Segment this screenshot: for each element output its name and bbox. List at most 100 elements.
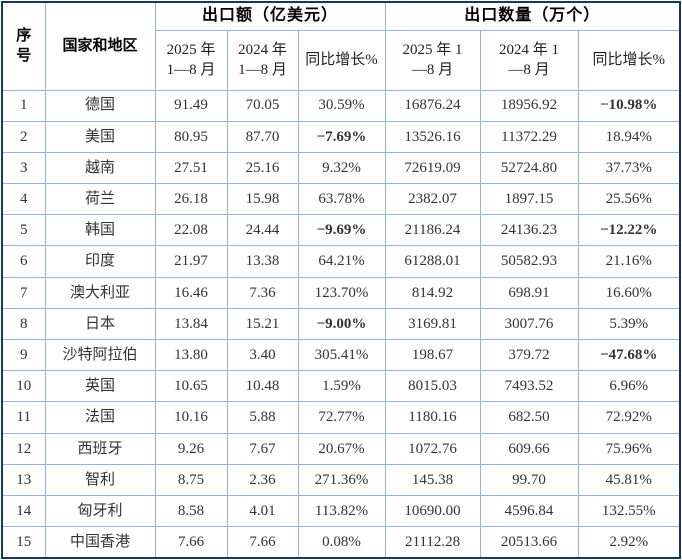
country-cell: 西班牙 xyxy=(44,432,156,465)
qty-2025-cell: 10690.00 xyxy=(384,494,481,528)
header-value-growth: 同比增长% xyxy=(297,29,386,91)
value-growth-cell: −9.00% xyxy=(297,307,386,341)
value-2024-cell: 5.88 xyxy=(226,401,299,434)
header-group-export-quantity: 出口数量（万个） xyxy=(384,1,681,31)
value-2025-cell: 10.16 xyxy=(154,401,228,434)
country-cell: 韩国 xyxy=(44,214,156,247)
table-body: 1 德国 91.49 70.05 30.59% 16876.24 18956.9… xyxy=(1,89,681,559)
value-2024-cell: 7.36 xyxy=(226,276,299,309)
table-row: 5 韩国 22.08 24.44 −9.69% 21186.24 24136.2… xyxy=(1,214,681,247)
value-growth-cell: −7.69% xyxy=(297,120,386,153)
qty-2024-cell: 698.91 xyxy=(479,276,579,309)
value-2025-cell: 80.95 xyxy=(154,120,228,153)
qty-2024-cell: 24136.23 xyxy=(479,214,579,247)
serial-cell: 9 xyxy=(1,338,46,372)
serial-cell: 6 xyxy=(1,245,46,278)
country-cell: 美国 xyxy=(44,120,156,153)
value-2025-cell: 22.08 xyxy=(154,214,228,247)
qty-2025-cell: 1180.16 xyxy=(384,401,481,434)
serial-cell: 14 xyxy=(1,494,46,528)
value-2025-cell: 13.84 xyxy=(154,307,228,341)
header-group-export-value: 出口额（亿美元） xyxy=(154,1,386,31)
value-2024-cell: 15.98 xyxy=(226,183,299,216)
value-growth-cell: 9.32% xyxy=(297,151,386,185)
qty-2024-cell: 11372.29 xyxy=(479,120,579,153)
qty-2024-cell: 609.66 xyxy=(479,432,579,465)
header-value-2025: 2025 年 1—8 月 xyxy=(154,29,228,91)
table-row: 7 澳大利亚 16.46 7.36 123.70% 814.92 698.91 … xyxy=(1,276,681,309)
qty-growth-cell: 25.56% xyxy=(577,183,681,216)
qty-growth-cell: −12.22% xyxy=(577,214,681,247)
country-cell: 智利 xyxy=(44,463,156,496)
value-2025-cell: 9.26 xyxy=(154,432,228,465)
value-growth-cell: 305.41% xyxy=(297,338,386,372)
header-country: 国家和地区 xyxy=(44,1,156,91)
value-growth-cell: 64.21% xyxy=(297,245,386,278)
header-serial: 序 号 xyxy=(1,1,46,91)
qty-2025-cell: 61288.01 xyxy=(384,245,481,278)
country-cell: 德国 xyxy=(44,89,156,122)
header-value-2024: 2024 年 1—8 月 xyxy=(226,29,299,91)
qty-2025-cell: 814.92 xyxy=(384,276,481,309)
serial-cell: 12 xyxy=(1,432,46,465)
qty-2025-cell: 198.67 xyxy=(384,338,481,372)
value-2024-cell: 70.05 xyxy=(226,89,299,122)
value-2025-cell: 21.97 xyxy=(154,245,228,278)
qty-2025-cell: 16876.24 xyxy=(384,89,481,122)
serial-cell: 1 xyxy=(1,89,46,122)
value-2025-cell: 8.75 xyxy=(154,463,228,496)
value-2024-cell: 25.16 xyxy=(226,151,299,185)
qty-2025-cell: 13526.16 xyxy=(384,120,481,153)
serial-cell: 2 xyxy=(1,120,46,153)
table-row: 8 日本 13.84 15.21 −9.00% 3169.81 3007.76 … xyxy=(1,307,681,341)
value-2024-cell: 15.21 xyxy=(226,307,299,341)
qty-2025-cell: 1072.76 xyxy=(384,432,481,465)
value-2025-cell: 16.46 xyxy=(154,276,228,309)
table-row: 3 越南 27.51 25.16 9.32% 72619.09 52724.80… xyxy=(1,151,681,185)
value-2024-cell: 13.38 xyxy=(226,245,299,278)
value-growth-cell: 30.59% xyxy=(297,89,386,122)
qty-growth-cell: 6.96% xyxy=(577,370,681,403)
table-header: 序 号 国家和地区 出口额（亿美元） 出口数量（万个） 2025 年 1—8 月… xyxy=(1,1,681,91)
qty-growth-cell: 45.81% xyxy=(577,463,681,496)
qty-2024-cell: 4596.84 xyxy=(479,494,579,528)
value-growth-cell: 72.77% xyxy=(297,401,386,434)
serial-cell: 3 xyxy=(1,151,46,185)
qty-2024-cell: 1897.15 xyxy=(479,183,579,216)
serial-cell: 13 xyxy=(1,463,46,496)
value-2025-cell: 8.58 xyxy=(154,494,228,528)
qty-2025-cell: 145.38 xyxy=(384,463,481,496)
country-cell: 法国 xyxy=(44,401,156,434)
value-2025-cell: 91.49 xyxy=(154,89,228,122)
value-2024-cell: 3.40 xyxy=(226,338,299,372)
value-2025-cell: 26.18 xyxy=(154,183,228,216)
value-growth-cell: 123.70% xyxy=(297,276,386,309)
serial-cell: 10 xyxy=(1,370,46,403)
value-2025-cell: 27.51 xyxy=(154,151,228,185)
value-2024-cell: 2.36 xyxy=(226,463,299,496)
value-growth-cell: 20.67% xyxy=(297,432,386,465)
country-cell: 荷兰 xyxy=(44,183,156,216)
table-row: 10 英国 10.65 10.48 1.59% 8015.03 7493.52 … xyxy=(1,370,681,403)
table-row: 1 德国 91.49 70.05 30.59% 16876.24 18956.9… xyxy=(1,89,681,122)
value-growth-cell: 271.36% xyxy=(297,463,386,496)
qty-2024-cell: 18956.92 xyxy=(479,89,579,122)
qty-2024-cell: 50582.93 xyxy=(479,245,579,278)
serial-cell: 11 xyxy=(1,401,46,434)
value-growth-cell: 1.59% xyxy=(297,370,386,403)
qty-growth-cell: 132.55% xyxy=(577,494,681,528)
table-row: 15 中国香港 7.66 7.66 0.08% 21112.28 20513.6… xyxy=(1,526,681,559)
value-2024-cell: 87.70 xyxy=(226,120,299,153)
qty-2025-cell: 72619.09 xyxy=(384,151,481,185)
table-row: 9 沙特阿拉伯 13.80 3.40 305.41% 198.67 379.72… xyxy=(1,338,681,372)
value-growth-cell: 63.78% xyxy=(297,183,386,216)
country-cell: 匈牙利 xyxy=(44,494,156,528)
serial-cell: 5 xyxy=(1,214,46,247)
header-qty-growth: 同比增长% xyxy=(577,29,681,91)
table-row: 11 法国 10.16 5.88 72.77% 1180.16 682.50 7… xyxy=(1,401,681,434)
value-2024-cell: 10.48 xyxy=(226,370,299,403)
country-cell: 澳大利亚 xyxy=(44,276,156,309)
qty-2024-cell: 20513.66 xyxy=(479,526,579,559)
